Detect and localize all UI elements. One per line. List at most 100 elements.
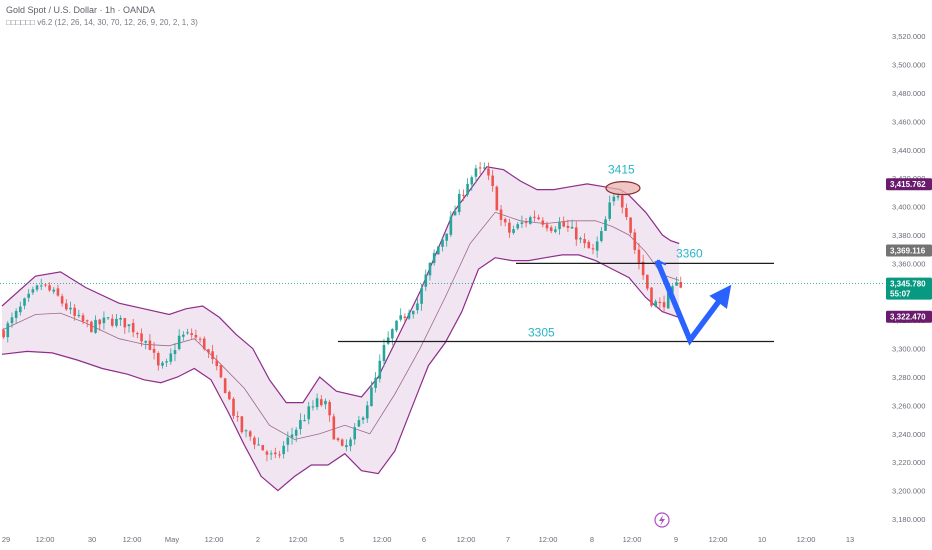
x-tick-label: 2 bbox=[256, 535, 260, 544]
candle-body bbox=[666, 292, 670, 309]
candle-body bbox=[432, 253, 436, 263]
candle-body bbox=[679, 281, 683, 288]
candle-body bbox=[315, 398, 319, 408]
candle-body bbox=[353, 427, 357, 440]
candle-body bbox=[646, 274, 649, 289]
candle-body bbox=[177, 335, 181, 350]
candle-body bbox=[558, 222, 561, 230]
candle-body bbox=[261, 445, 265, 451]
x-tick-label: 5 bbox=[340, 535, 344, 544]
candle-body bbox=[608, 202, 611, 219]
x-tick-label: 13 bbox=[846, 535, 854, 544]
y-tick-label: 3,260.000 bbox=[892, 401, 925, 410]
candle-body bbox=[457, 193, 461, 213]
candle-body bbox=[453, 211, 457, 216]
candle-body bbox=[98, 319, 102, 325]
candle-body bbox=[253, 437, 256, 445]
x-tick-label: 12:00 bbox=[623, 535, 642, 544]
candle-body bbox=[671, 286, 674, 293]
label-3360: 3360 bbox=[676, 246, 703, 260]
y-tick-label: 3,240.000 bbox=[892, 430, 925, 439]
candle-body bbox=[102, 317, 106, 324]
candle-body bbox=[119, 317, 122, 320]
candle-body bbox=[641, 261, 645, 276]
candle-body bbox=[110, 318, 114, 326]
y-tick-label: 3,400.000 bbox=[892, 203, 925, 212]
candle-body bbox=[44, 284, 47, 286]
candle-body bbox=[274, 452, 277, 455]
candle-body bbox=[491, 175, 494, 186]
lightning-glyph-icon bbox=[659, 515, 665, 526]
x-tick-label: 12:00 bbox=[539, 535, 558, 544]
candle-body bbox=[591, 248, 595, 250]
x-tick-label: 7 bbox=[506, 535, 510, 544]
lower-band-line bbox=[1, 254, 680, 492]
candle-body bbox=[516, 224, 520, 229]
price-tag: 3,415.762 bbox=[886, 178, 932, 191]
x-tick-label: May bbox=[165, 535, 179, 544]
candle-body bbox=[570, 226, 574, 229]
x-tick-label: 12:00 bbox=[205, 535, 224, 544]
candle-body bbox=[14, 310, 18, 319]
candle-body bbox=[2, 330, 5, 338]
candle-body bbox=[407, 312, 411, 319]
candle-body bbox=[654, 301, 657, 307]
x-tick-label: 12:00 bbox=[457, 535, 476, 544]
candle-body bbox=[658, 301, 662, 304]
candle-body bbox=[240, 416, 244, 433]
candle-body bbox=[311, 406, 315, 408]
candle-body bbox=[290, 434, 294, 438]
candle-body bbox=[512, 229, 515, 233]
price-axis[interactable] bbox=[884, 0, 932, 530]
y-tick-label: 3,520.000 bbox=[892, 32, 925, 41]
candle-body bbox=[173, 350, 177, 355]
basis-line bbox=[1, 211, 680, 440]
candle-body bbox=[299, 420, 302, 430]
candle-body bbox=[186, 332, 189, 334]
candle-body bbox=[81, 315, 85, 322]
candle-body bbox=[495, 186, 499, 211]
candle-body bbox=[156, 352, 160, 366]
x-tick-label: 12:00 bbox=[36, 535, 55, 544]
candle-body bbox=[127, 324, 131, 327]
candle-body bbox=[478, 167, 482, 169]
price-tag-value: 3,369.116 bbox=[890, 246, 926, 255]
candle-body bbox=[499, 209, 503, 220]
candle-body bbox=[248, 431, 252, 437]
candle-body bbox=[420, 288, 423, 304]
candle-body bbox=[236, 416, 239, 418]
price-tag-value: 3,322.470 bbox=[890, 313, 926, 322]
y-tick-label: 3,500.000 bbox=[892, 61, 925, 70]
price-tag: 3,369.116 bbox=[886, 244, 932, 257]
candle-body bbox=[675, 282, 678, 286]
candle-body bbox=[115, 318, 118, 326]
candle-body bbox=[437, 246, 440, 255]
candle-body bbox=[10, 317, 14, 324]
candle-body bbox=[228, 391, 231, 400]
candle-body bbox=[462, 194, 465, 196]
chart-title: Gold Spot / U.S. Dollar · 1h · OANDA bbox=[6, 5, 156, 15]
candle-body bbox=[148, 340, 152, 350]
candle-body bbox=[612, 196, 616, 202]
candle-body bbox=[106, 317, 110, 319]
candle-body bbox=[662, 302, 666, 308]
x-tick-label: 12:00 bbox=[373, 535, 392, 544]
candle-body bbox=[269, 453, 273, 455]
y-tick-label: 3,180.000 bbox=[892, 515, 925, 524]
candle-body bbox=[211, 351, 214, 360]
candle-body bbox=[194, 334, 198, 338]
candle-body bbox=[85, 320, 89, 322]
candle-body bbox=[361, 417, 365, 420]
candle-body bbox=[265, 451, 269, 455]
candle-body bbox=[562, 221, 566, 227]
candle-body bbox=[69, 307, 72, 310]
candle-body bbox=[503, 219, 507, 223]
price-tag-value: 3,345.780 bbox=[890, 280, 926, 289]
candle-body bbox=[307, 406, 311, 420]
candle-body bbox=[324, 400, 327, 405]
candle-body bbox=[65, 303, 68, 310]
projection-arrow[interactable] bbox=[654, 259, 732, 346]
candle-body bbox=[282, 445, 285, 455]
arrow-tail bbox=[656, 259, 667, 266]
